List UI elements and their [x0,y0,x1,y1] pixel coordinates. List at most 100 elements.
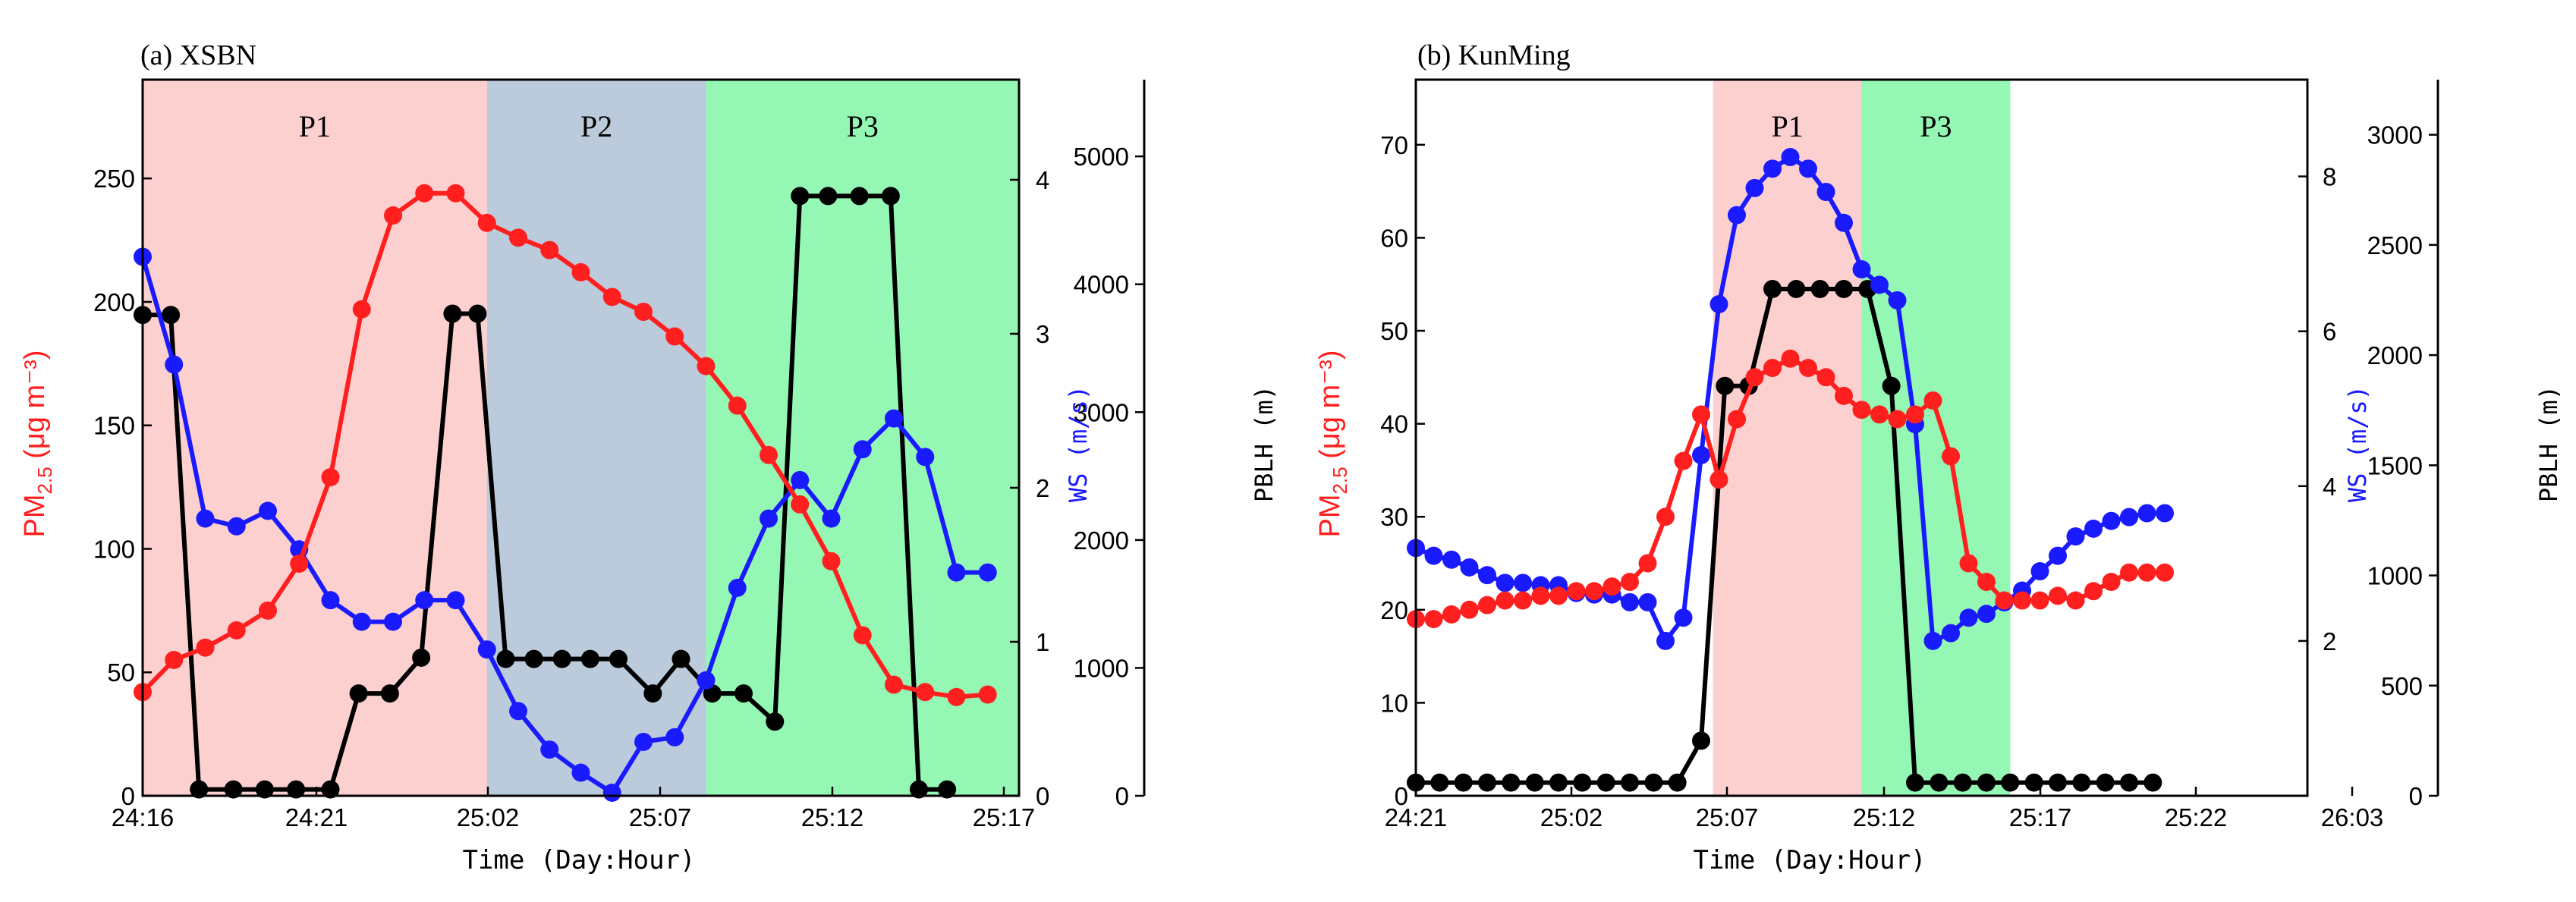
period-label-p2: P2 [580,109,612,143]
period-label-p3: P3 [1920,109,1952,143]
data-point-pm25 [978,685,997,704]
y-left-tick-label: 150 [93,412,135,440]
y-left-tick-label: 40 [1380,410,1408,438]
data-point-pblh [2049,773,2067,792]
x-tick-label: 25:07 [629,803,692,831]
data-point-ws [259,501,277,520]
y-left-tick-label: 0 [121,782,135,810]
data-point-pm25 [1977,573,1996,592]
data-point-pblh [190,780,209,799]
data-point-ws [1799,159,1817,178]
data-point-pblh [1716,376,1735,395]
data-point-ws [1763,159,1782,178]
data-point-pm25 [1835,386,1853,405]
data-point-ws [1728,206,1746,225]
data-point-pm25 [1709,470,1728,489]
data-point-pblh [380,684,399,703]
data-point-ws [1638,592,1657,611]
data-point-pm25 [1460,600,1479,619]
data-point-pblh [1478,773,1496,792]
data-point-pm25 [2030,591,2049,610]
data-point-pblh [412,648,431,667]
data-point-pm25 [352,300,371,319]
data-point-ws [509,702,527,721]
y-ws-tick-label: 2 [2323,627,2336,655]
data-point-pm25 [1656,508,1675,526]
data-point-ws [415,591,434,610]
data-point-ws [1424,546,1443,565]
data-point-pm25 [1514,591,1532,610]
y-left-tick-label: 10 [1380,689,1408,717]
data-point-pblh [2072,773,2091,792]
data-point-pblh [1787,279,1806,298]
data-point-pblh [2144,773,2162,792]
data-point-pblh [1549,773,1568,792]
data-point-pblh [766,712,785,731]
data-point-pm25 [321,468,340,487]
pm-label-unit: (μg m⁻³) [19,350,51,467]
chart-title: (a) XSBN [140,39,256,71]
data-point-ws [2102,511,2121,530]
data-point-ws [822,509,841,528]
data-point-pm25 [1799,359,1817,378]
data-point-pm25 [2120,563,2138,582]
pblh-axis-ticks: 0 500 1000 1500 2000 2500 3000 [2367,121,2438,810]
data-point-ws [1835,213,1853,232]
data-point-ws [1656,631,1675,650]
data-point-pm25 [1531,586,1550,605]
data-point-pm25 [1638,554,1657,573]
data-point-ws [1959,608,1978,627]
data-point-pm25 [571,262,590,281]
data-point-ws [1674,608,1693,627]
data-point-ws [1923,631,1942,650]
data-point-pm25 [1585,582,1603,601]
y-pblh-tick-label: 4000 [1074,271,1129,299]
data-point-ws [1942,624,1960,643]
pm-label-sub: 2.5 [33,467,56,494]
data-point-ws [978,563,997,582]
x-axis-label: Time (Day:Hour) [462,845,695,875]
y-pblh-tick-label: 1000 [2367,562,2423,590]
data-point-pblh [1763,279,1782,298]
period-band-p1 [1713,80,1862,796]
data-point-pm25 [1852,401,1871,420]
data-point-pblh [1573,773,1592,792]
y-axis-label-pblh: PBLH (m) [2534,385,2563,502]
data-point-ws [2030,562,2049,581]
data-point-pm25 [697,357,716,376]
data-point-pblh [910,780,928,799]
data-point-pm25 [1424,610,1443,629]
data-point-pm25 [446,184,465,203]
data-point-pm25 [1442,605,1461,624]
data-point-pblh [255,780,274,799]
data-point-pblh [1953,773,1972,792]
data-point-pm25 [1816,368,1835,387]
data-point-pm25 [196,638,215,657]
data-point-pblh [1692,731,1710,750]
y-pblh-tick-label: 0 [1115,782,1129,810]
data-point-pm25 [916,683,935,702]
data-point-pblh [224,780,243,799]
x-tick-label: 25:22 [2165,803,2228,831]
data-point-pblh [580,649,599,668]
data-point-pblh [321,780,340,799]
y-ws-tick-label: 2 [1036,474,1049,502]
data-point-ws [2120,508,2138,526]
data-point-pm25 [1870,405,1889,424]
left-axis-ticks: 0 50 100 150 200 250 [93,165,152,810]
ws-axis-ticks: 2 4 6 8 [2298,163,2336,655]
data-point-pm25 [1692,405,1710,424]
y-axis-label-pm: PM2.5 (μg m⁻³) [1314,350,1351,538]
period-label-p1: P1 [1771,109,1803,143]
data-point-pblh [496,649,515,668]
y-left-tick-label: 100 [93,535,135,563]
data-point-pblh [791,187,810,206]
y-ws-tick-label: 0 [1036,782,1049,810]
data-point-ws [1977,605,1996,624]
y-ws-tick-label: 6 [2323,318,2336,346]
data-point-pblh [468,304,487,323]
data-point-ws [1870,275,1889,294]
data-point-ws [728,578,747,597]
pm-label-sub: 2.5 [1329,467,1351,494]
data-point-ws [1442,550,1461,569]
